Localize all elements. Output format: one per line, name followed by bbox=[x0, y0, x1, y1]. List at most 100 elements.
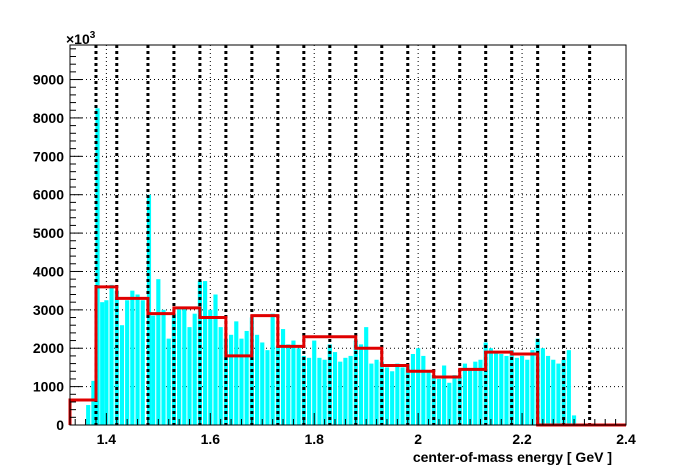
histogram-bar bbox=[545, 355, 551, 425]
histogram-bar bbox=[203, 281, 208, 425]
histogram-bar bbox=[166, 338, 171, 425]
histogram-bar bbox=[151, 315, 156, 425]
plot-frame bbox=[69, 44, 627, 426]
histogram-bar bbox=[130, 290, 135, 425]
histogram-bar bbox=[504, 355, 509, 425]
histogram-bar bbox=[140, 300, 145, 425]
histogram-bar bbox=[104, 300, 109, 425]
histogram-bar bbox=[208, 309, 213, 425]
histogram-bar bbox=[192, 313, 197, 425]
x-axis-label: center-of-mass energy [ GeV ] bbox=[413, 449, 612, 465]
histogram-bar bbox=[447, 382, 452, 425]
axes-layer: 0 1000 2000 3000 4000 5000 6000 7000 8000 9000 1.4… bbox=[33, 48, 636, 447]
histogram-bar bbox=[275, 346, 280, 425]
histogram-bar bbox=[525, 359, 530, 425]
y-tick-label: 5000 bbox=[33, 225, 64, 241]
histogram-bar bbox=[442, 365, 447, 425]
step-line bbox=[68, 285, 626, 427]
histogram-bar bbox=[499, 353, 504, 425]
histogram-bar bbox=[436, 378, 442, 425]
y-tick-label: 6000 bbox=[33, 187, 64, 203]
x-tick-label: 2 bbox=[414, 431, 422, 447]
x-tick-label: 1.8 bbox=[304, 431, 324, 447]
histogram-bar bbox=[306, 357, 312, 425]
x-tick-label: 1.6 bbox=[201, 431, 221, 447]
histogram-bar bbox=[254, 334, 260, 425]
histogram-bar bbox=[86, 405, 91, 425]
histogram-bar bbox=[312, 340, 317, 425]
histogram-bar bbox=[494, 352, 499, 425]
histogram-bar bbox=[551, 359, 556, 425]
histogram-bar bbox=[187, 327, 192, 425]
histogram-bar bbox=[426, 371, 431, 425]
histogram-bar bbox=[390, 371, 395, 425]
histogram-bar bbox=[343, 357, 348, 425]
x-tick-label: 1.4 bbox=[97, 431, 117, 447]
y-tick-label: 0 bbox=[56, 417, 64, 433]
histogram-bar bbox=[327, 344, 332, 425]
y-tick-label: 8000 bbox=[33, 110, 64, 126]
histogram-bar bbox=[234, 321, 239, 425]
histogram-bar bbox=[478, 359, 483, 425]
red-step-layer bbox=[68, 285, 626, 427]
histogram-bar bbox=[239, 338, 244, 425]
histogram-bar bbox=[213, 294, 218, 425]
histogram-bar bbox=[410, 353, 416, 425]
histogram-bar bbox=[364, 327, 369, 425]
histogram-bar bbox=[421, 355, 426, 425]
histogram-bar bbox=[488, 348, 493, 425]
histogram-bar bbox=[348, 355, 353, 425]
histogram-bar bbox=[395, 363, 400, 425]
histogram-bar bbox=[229, 334, 234, 425]
histogram-bar bbox=[452, 375, 457, 425]
histogram-bar bbox=[566, 350, 571, 425]
histogram-bar bbox=[95, 108, 100, 425]
histogram-bar bbox=[400, 367, 405, 425]
x-tick-label: 2.4 bbox=[616, 431, 636, 447]
histogram-bar bbox=[177, 307, 182, 425]
histogram-bar bbox=[556, 363, 561, 425]
histogram-bar bbox=[338, 361, 343, 425]
y-tick-label: 7000 bbox=[33, 148, 64, 164]
histogram-bar bbox=[91, 380, 96, 425]
histogram-bar bbox=[296, 348, 301, 425]
histogram-bar bbox=[519, 355, 525, 425]
histogram-bar bbox=[561, 359, 566, 425]
y-tick-label: 9000 bbox=[33, 72, 64, 88]
histogram-bar bbox=[462, 363, 467, 425]
histogram-bar bbox=[286, 344, 291, 425]
histogram-bar bbox=[119, 325, 125, 425]
histogram-bar bbox=[473, 361, 478, 425]
histogram-bar bbox=[135, 294, 140, 425]
histogram-bar bbox=[280, 329, 286, 425]
histogram-bar bbox=[540, 348, 545, 425]
histogram-bar bbox=[384, 367, 390, 425]
histogram-bar bbox=[100, 302, 105, 425]
histogram-bar bbox=[260, 342, 265, 425]
y-tick-label: 2000 bbox=[33, 340, 64, 356]
histogram-bar bbox=[291, 340, 296, 425]
histogram-bar bbox=[109, 284, 114, 425]
y-multiplier-base: ×10 bbox=[66, 31, 90, 47]
histogram-bar bbox=[530, 350, 535, 425]
x-tick-label: 2.2 bbox=[512, 431, 532, 447]
y-tick-label: 3000 bbox=[33, 302, 64, 318]
histogram-bar bbox=[125, 300, 130, 425]
histogram-bar bbox=[369, 363, 374, 425]
y-tick-label: 4000 bbox=[33, 263, 64, 279]
y-multiplier-label: ×103 bbox=[66, 30, 96, 47]
histogram-bar bbox=[514, 357, 519, 425]
histogram-bar bbox=[218, 327, 223, 425]
y-multiplier-exponent: 3 bbox=[90, 30, 96, 41]
histogram-bar bbox=[468, 369, 473, 425]
y-tick-label: 1000 bbox=[33, 379, 64, 395]
histogram-bar bbox=[161, 309, 166, 425]
histogram-bar bbox=[332, 352, 338, 425]
histogram-bar bbox=[156, 279, 161, 425]
histogram-bar bbox=[182, 307, 187, 425]
histogram-bar bbox=[416, 348, 421, 425]
histogram-bar bbox=[322, 359, 327, 425]
histogram-bar bbox=[265, 350, 270, 425]
histogram-bar bbox=[358, 344, 364, 425]
